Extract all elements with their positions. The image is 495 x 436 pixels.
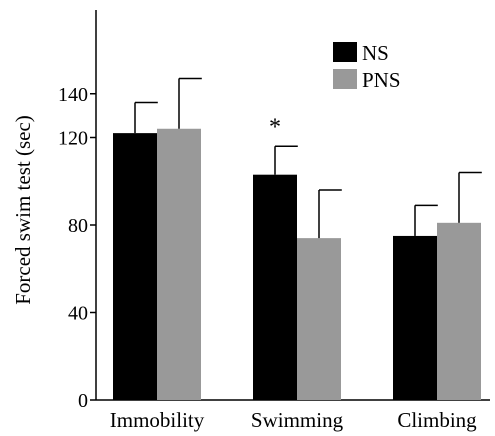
legend-label-ns: NS [362, 41, 389, 65]
y-tick-label: 0 [78, 390, 88, 412]
legend-swatch-ns [333, 42, 357, 62]
y-tick-label: 80 [68, 215, 88, 237]
labels: 0 40 80 120 140 Forced swim test (sec) Immobil… [11, 84, 477, 432]
significance-marker: * [269, 114, 281, 140]
error-bars [134, 77, 482, 239]
legend-label-pns: PNS [362, 68, 401, 92]
bar-pns-swimming [297, 238, 341, 400]
legend-swatch-pns [333, 69, 357, 89]
x-tick-label-immobility: Immobility [110, 408, 205, 432]
x-tick-label-climbing: Climbing [397, 408, 477, 432]
bar-pns-climbing [437, 222, 481, 400]
bar-ns-immobility [113, 133, 157, 400]
bar-ns-swimming [253, 174, 297, 400]
y-tick-label: 40 [68, 303, 88, 325]
y-tick-label: 140 [58, 84, 88, 106]
bar-ns-climbing [393, 235, 437, 400]
y-axis-title: Forced swim test (sec) [11, 115, 35, 305]
y-tick-label: 120 [58, 128, 88, 150]
legend: NS PNS [333, 41, 401, 92]
bar-pns-immobility [157, 128, 201, 400]
x-tick-label-swimming: Swimming [251, 408, 344, 432]
bars [113, 128, 481, 400]
